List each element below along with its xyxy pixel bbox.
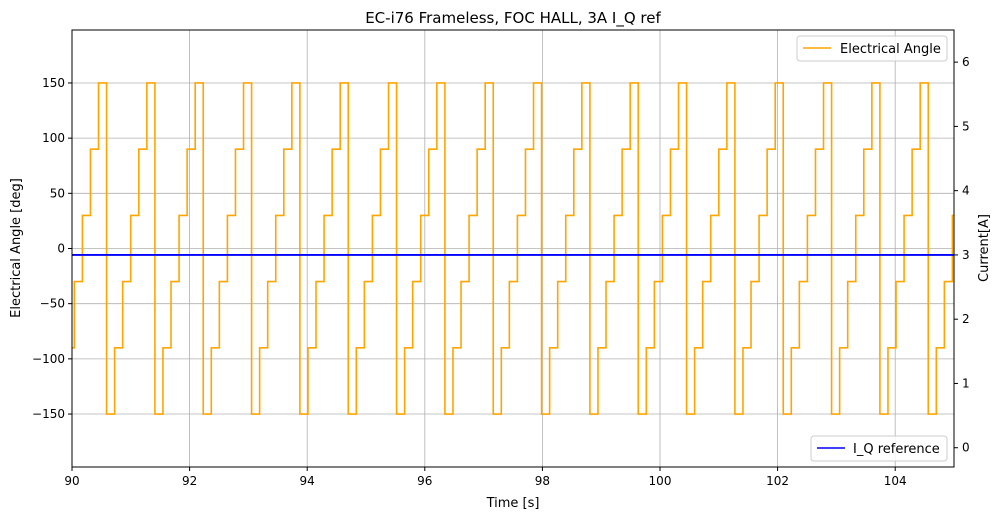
left-y-tick-label: −50 xyxy=(40,297,65,311)
x-tick-label: 94 xyxy=(300,474,315,488)
left-y-tick-label: −150 xyxy=(32,407,65,421)
x-axis: 90 92 94 96 98 100 102 104 xyxy=(64,467,907,488)
series-line-electrical-angle xyxy=(72,82,954,415)
right-y-tick-label: 5 xyxy=(962,119,970,133)
left-y-tick-label: 150 xyxy=(42,76,65,90)
legend-electrical-angle: Electrical Angle xyxy=(796,35,948,62)
x-tick-label: 90 xyxy=(64,474,79,488)
right-y-axis-label: Current[A] xyxy=(977,214,992,282)
x-tick-label: 100 xyxy=(649,474,672,488)
left-y-axis: −150 −100 −50 0 50 100 150 xyxy=(32,76,72,421)
right-y-tick-label: 0 xyxy=(962,441,970,455)
left-y-tick-label: 50 xyxy=(50,186,65,200)
chart-title: EC-i76 Frameless, FOC HALL, 3A I_Q ref xyxy=(365,9,661,28)
x-tick-label: 98 xyxy=(535,474,550,488)
legend-iq-reference: I_Q reference xyxy=(810,435,948,462)
x-tick-label: 96 xyxy=(417,474,432,488)
legend-label-electrical-angle: Electrical Angle xyxy=(840,42,941,57)
left-y-tick-label: −100 xyxy=(32,352,65,366)
left-y-axis-label: Electrical Angle [deg] xyxy=(9,178,24,318)
legend-label-iq-reference: I_Q reference xyxy=(853,442,940,457)
x-axis-label: Time [s] xyxy=(486,496,540,511)
x-tick-label: 92 xyxy=(182,474,197,488)
x-tick-label: 102 xyxy=(766,474,789,488)
right-y-tick-label: 2 xyxy=(962,312,970,326)
left-y-tick-label: 0 xyxy=(57,242,65,256)
grid xyxy=(71,30,954,467)
right-y-tick-label: 4 xyxy=(962,184,970,198)
right-y-tick-label: 3 xyxy=(962,248,970,262)
left-y-tick-label: 100 xyxy=(42,131,65,145)
right-y-tick-label: 1 xyxy=(962,376,970,390)
right-y-tick-label: 6 xyxy=(962,55,970,69)
series-layer xyxy=(72,82,954,415)
right-y-axis: 0 1 2 3 4 5 6 xyxy=(954,55,970,455)
x-tick-label: 104 xyxy=(884,474,907,488)
